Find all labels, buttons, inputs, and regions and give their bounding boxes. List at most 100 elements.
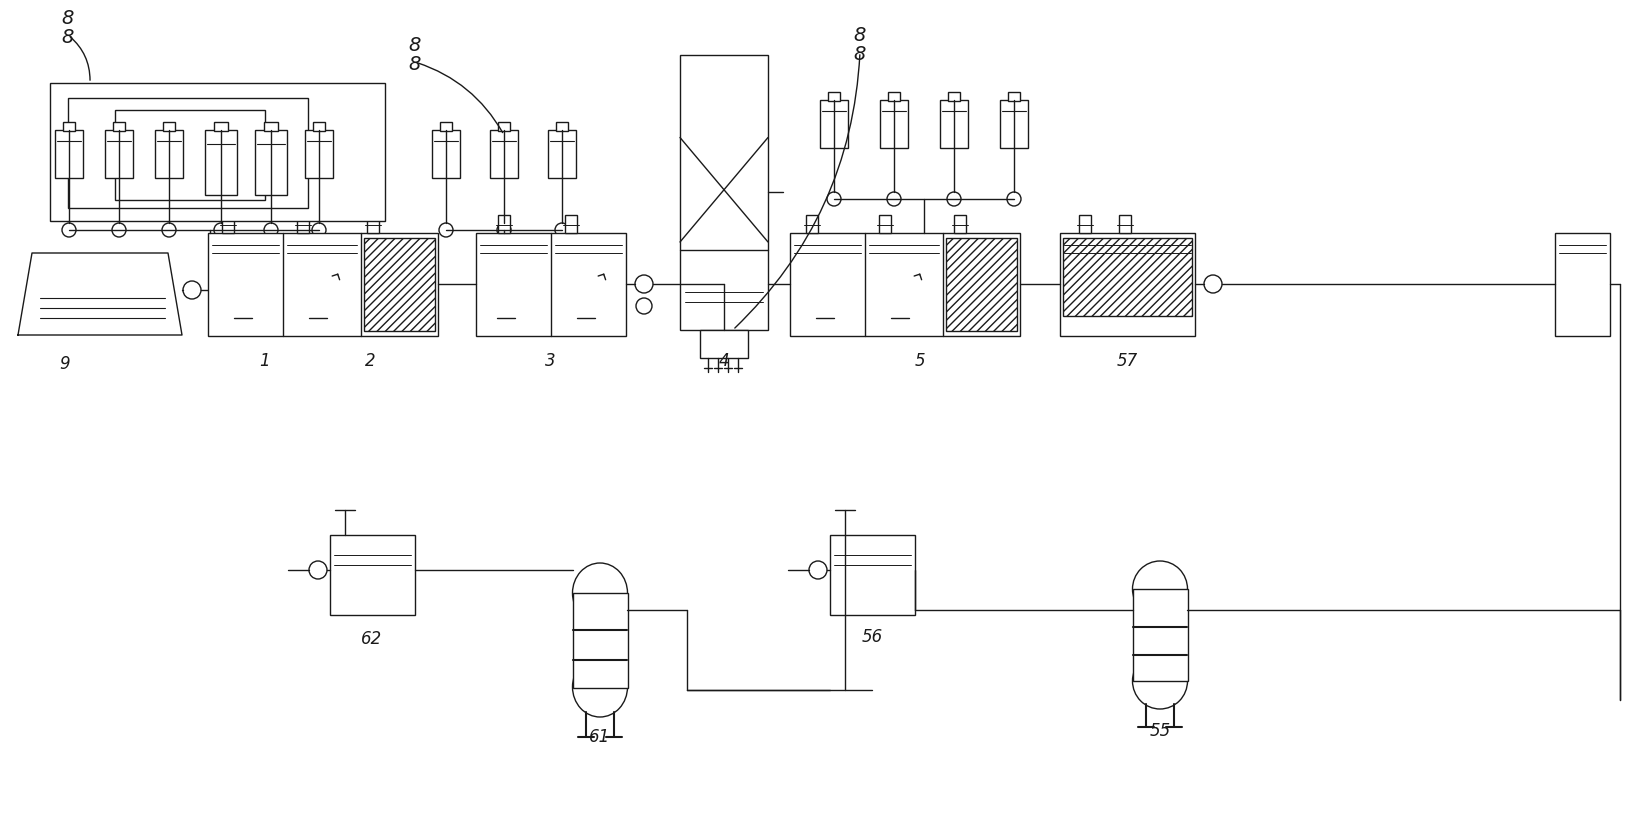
Bar bbox=[55, 130, 83, 178]
Bar bbox=[298, 215, 309, 233]
Bar bbox=[940, 100, 968, 148]
Bar bbox=[498, 215, 509, 233]
Circle shape bbox=[308, 151, 317, 161]
Circle shape bbox=[264, 223, 278, 237]
Text: 9: 9 bbox=[60, 355, 70, 373]
Circle shape bbox=[947, 192, 962, 206]
Circle shape bbox=[223, 160, 234, 171]
Circle shape bbox=[555, 223, 569, 237]
Circle shape bbox=[59, 151, 68, 161]
Ellipse shape bbox=[1132, 561, 1188, 617]
Ellipse shape bbox=[573, 563, 628, 623]
Circle shape bbox=[158, 151, 168, 161]
Circle shape bbox=[496, 223, 511, 237]
Bar bbox=[330, 535, 415, 615]
Text: 2: 2 bbox=[364, 352, 376, 370]
Circle shape bbox=[107, 151, 117, 161]
Text: 8: 8 bbox=[62, 28, 75, 47]
Circle shape bbox=[1015, 121, 1025, 132]
Bar bbox=[1132, 589, 1188, 681]
Bar bbox=[556, 122, 568, 131]
Bar bbox=[1001, 100, 1028, 148]
Circle shape bbox=[504, 151, 516, 161]
Bar bbox=[820, 100, 848, 148]
Bar bbox=[1555, 233, 1611, 336]
Bar bbox=[264, 122, 278, 131]
Polygon shape bbox=[18, 253, 182, 335]
Circle shape bbox=[182, 281, 202, 299]
Bar bbox=[439, 122, 452, 131]
Circle shape bbox=[1007, 192, 1022, 206]
Bar bbox=[63, 122, 75, 131]
Bar bbox=[880, 100, 908, 148]
Bar bbox=[364, 238, 434, 331]
Circle shape bbox=[272, 160, 283, 171]
Circle shape bbox=[215, 223, 228, 237]
Text: 56: 56 bbox=[861, 628, 882, 646]
Bar bbox=[255, 130, 286, 195]
Circle shape bbox=[447, 151, 457, 161]
Bar bbox=[805, 215, 818, 233]
Bar bbox=[700, 330, 748, 358]
Text: 4: 4 bbox=[719, 352, 729, 370]
Bar bbox=[947, 92, 960, 101]
Circle shape bbox=[635, 275, 652, 293]
Bar bbox=[155, 130, 182, 178]
Circle shape bbox=[1002, 121, 1014, 132]
Circle shape bbox=[312, 223, 325, 237]
Circle shape bbox=[434, 151, 444, 161]
Circle shape bbox=[636, 298, 652, 314]
Circle shape bbox=[835, 121, 844, 132]
Bar bbox=[828, 92, 840, 101]
Text: 62: 62 bbox=[361, 630, 382, 648]
Circle shape bbox=[120, 151, 130, 161]
Bar bbox=[1119, 215, 1131, 233]
Circle shape bbox=[809, 561, 827, 579]
Bar bbox=[879, 215, 892, 233]
Bar bbox=[548, 130, 576, 178]
Circle shape bbox=[321, 151, 330, 161]
Bar bbox=[163, 122, 176, 131]
Circle shape bbox=[942, 121, 953, 132]
Bar bbox=[490, 130, 517, 178]
Bar bbox=[953, 215, 966, 233]
Circle shape bbox=[563, 151, 573, 161]
Circle shape bbox=[163, 223, 176, 237]
Circle shape bbox=[823, 121, 833, 132]
Bar bbox=[304, 130, 334, 178]
Circle shape bbox=[827, 192, 841, 206]
Bar bbox=[680, 55, 768, 330]
Bar bbox=[791, 233, 1020, 336]
Circle shape bbox=[112, 223, 125, 237]
Bar bbox=[213, 122, 228, 131]
Bar bbox=[116, 110, 265, 200]
Bar bbox=[208, 233, 438, 336]
Bar bbox=[573, 593, 628, 688]
Text: 5: 5 bbox=[914, 352, 926, 370]
Text: 61: 61 bbox=[589, 728, 610, 746]
Circle shape bbox=[259, 160, 270, 171]
Bar bbox=[888, 92, 900, 101]
Circle shape bbox=[1204, 275, 1222, 293]
Bar bbox=[1007, 92, 1020, 101]
Bar bbox=[112, 122, 125, 131]
Circle shape bbox=[171, 151, 181, 161]
Circle shape bbox=[887, 192, 901, 206]
Bar bbox=[945, 238, 1017, 331]
Text: 8: 8 bbox=[408, 55, 421, 74]
Circle shape bbox=[493, 151, 503, 161]
Bar bbox=[1061, 233, 1194, 336]
Bar bbox=[433, 130, 460, 178]
Circle shape bbox=[62, 223, 76, 237]
Circle shape bbox=[309, 561, 327, 579]
Text: 55: 55 bbox=[1149, 722, 1170, 740]
Bar bbox=[1079, 215, 1092, 233]
Text: 8: 8 bbox=[854, 26, 866, 45]
Ellipse shape bbox=[573, 657, 628, 717]
Text: 1: 1 bbox=[260, 352, 270, 370]
Text: 8: 8 bbox=[408, 36, 421, 55]
Circle shape bbox=[439, 223, 452, 237]
Bar bbox=[368, 215, 379, 233]
Bar bbox=[565, 215, 578, 233]
Bar bbox=[50, 83, 386, 221]
